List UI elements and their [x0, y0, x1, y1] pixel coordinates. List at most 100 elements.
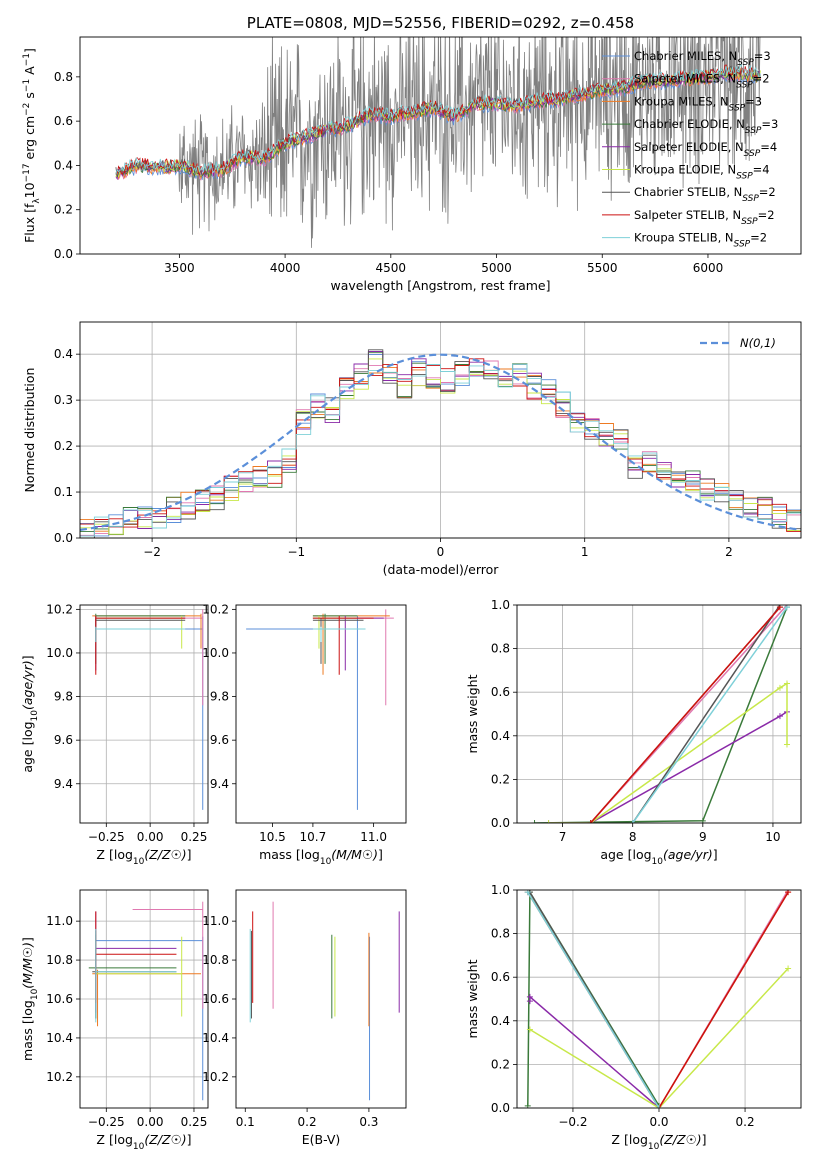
y-tick-label: 0.2	[54, 203, 73, 217]
axes-frame	[516, 604, 802, 824]
y-tick-label: 0.4	[491, 729, 510, 743]
weight-line-kroupa-elodie	[529, 967, 789, 1108]
y-tick-label: 10.0	[202, 646, 229, 660]
chart-title: PLATE=0808, MJD=52556, FIBERID=0292, z=0…	[247, 14, 634, 32]
weight-line-chabrier-elodie	[534, 606, 788, 823]
age-vs-metallicity-panel: −0.25 0.00 0.25 9.4 9.6 9.8 10.0 10.2 Z [log10(Z…	[20, 602, 209, 867]
y-tick-label: 9.4	[210, 777, 229, 791]
y-tick-label: 0.2	[491, 772, 510, 786]
weight-plot-area	[531, 605, 790, 823]
weight-marker-salpeter-stelib	[587, 820, 594, 823]
x-tick-label: 1	[581, 545, 589, 559]
y-tick-label: 11.0	[46, 914, 73, 928]
y-tick-label: 10.2	[202, 602, 229, 616]
x-tick-label: −0.25	[88, 1115, 125, 1129]
x-tick-label: 0.00	[137, 1115, 164, 1129]
x-tick-label: 10.7	[300, 830, 327, 844]
y-tick-label: 11.0	[202, 914, 229, 928]
x-tick-label: −0.25	[88, 830, 125, 844]
y-tick-label: 10.2	[46, 602, 73, 616]
errorbar-plot-area	[92, 609, 204, 810]
y-tick-label: 0.0	[54, 247, 73, 261]
residual-histogram-panel: −2 −1 0 1 2 0.0 0.1 0.2 0.3 0.4 (data-model)/error…	[22, 321, 802, 577]
y-tick-label: 0.4	[54, 347, 73, 361]
axes-frame	[79, 36, 802, 255]
y-tick-label: 0.0	[54, 531, 73, 545]
x-tick-label: −1	[287, 545, 305, 559]
y-tick-label: 0.6	[491, 970, 510, 984]
histogram-step-chabrier-stelib	[80, 349, 801, 538]
legend-entry: Kroupa MILES, NSSP=3	[634, 94, 762, 113]
age-vs-mass-panel: 10.5 10.7 11.0 9.4 9.6 9.8 10.0 10.2 mass [log10…	[202, 602, 407, 867]
y-tick-label: 0.2	[54, 439, 73, 453]
x-tick-label: 11.0	[360, 830, 387, 844]
y-tick-label: 10.0	[46, 646, 73, 660]
weight-plot-area	[524, 890, 792, 1108]
axes-frame	[235, 604, 407, 824]
gaussian-reference-curve	[80, 353, 801, 531]
weight-line-salpeter-elodie	[529, 995, 660, 1108]
axes-frame	[516, 889, 802, 1109]
x-axis-label: Z [log10(Z/Z☉)]	[611, 1132, 706, 1152]
x-axis-label: Z [log10(Z/Z☉)]	[96, 847, 191, 867]
y-tick-label: 0.8	[491, 642, 510, 656]
axes-frame	[79, 604, 209, 824]
y-tick-label: 0.0	[491, 816, 510, 830]
weight-marker-salpeter-elodie	[526, 993, 533, 1000]
y-tick-label: 0.8	[491, 927, 510, 941]
y-tick-label: 1.0	[491, 598, 510, 612]
errorbar-plot-area	[246, 609, 394, 810]
y-tick-label: 9.6	[210, 733, 229, 747]
weight-line-salpeter-stelib	[658, 891, 789, 1108]
histogram-step-kroupa-stelib	[80, 363, 801, 537]
weight-marker-kroupa-elodie	[785, 965, 792, 972]
legend-entry: Salpeter MILES, NSSP=2	[634, 72, 770, 91]
y-axis-label: mass weight	[465, 959, 480, 1038]
weight-line-kroupa-elodie	[548, 682, 788, 823]
errorbar-plot-area	[88, 901, 204, 1101]
y-tick-label: 10.8	[46, 953, 73, 967]
spectrum-plot-area	[115, 37, 761, 248]
legend-entry: Chabrier MILES, NSSP=3	[634, 49, 771, 68]
histogram-plot-area	[80, 349, 801, 538]
axes-frame	[235, 889, 407, 1109]
y-tick-label: 0.2	[491, 1057, 510, 1071]
x-axis-label: Z [log10(Z/Z☉)]	[96, 1132, 191, 1152]
y-tick-label: 9.4	[54, 777, 73, 791]
y-tick-label: 10.2	[46, 1070, 73, 1084]
y-tick-label: 0.6	[491, 685, 510, 699]
legend-entry: Kroupa ELODIE, NSSP=4	[634, 163, 770, 182]
weight-marker-kroupa-elodie	[783, 680, 790, 687]
y-tick-label: 10.6	[202, 992, 229, 1006]
weight-line-salpeter-stelib	[590, 606, 781, 823]
x-tick-label: 0.1	[236, 1115, 255, 1129]
y-tick-label: 9.6	[54, 733, 73, 747]
y-tick-label: 0.3	[54, 393, 73, 407]
axes-frame	[79, 889, 209, 1109]
weight-marker-chabrier-elodie	[531, 820, 538, 823]
weight-vs-age-panel: 7 8 9 10 0.0 0.2 0.4 0.6 0.8 1.0 age [log10(age/yr…	[465, 598, 802, 867]
x-tick-label: 10.5	[259, 830, 286, 844]
y-tick-label: 1.0	[491, 883, 510, 897]
y-tick-label: 0.4	[491, 1014, 510, 1028]
x-tick-label: −0.2	[558, 1115, 587, 1129]
x-tick-label: 6000	[693, 261, 724, 275]
y-tick-label: 9.8	[210, 690, 229, 704]
weight-line-chabrier-stelib	[632, 605, 781, 823]
y-axis-label: Flux [fλ10−17 erg cm−2 s−1 A−1]	[22, 48, 42, 243]
x-tick-label: 9	[699, 830, 707, 844]
x-tick-label: 0.00	[137, 830, 164, 844]
x-tick-label: 3500	[164, 261, 195, 275]
x-tick-label: 4500	[376, 261, 407, 275]
y-axis-label: mass [log10(M/M☉)]	[20, 937, 40, 1061]
x-tick-label: 2	[725, 545, 733, 559]
x-tick-label: 0.2	[298, 1115, 317, 1129]
x-tick-label: 0	[437, 545, 445, 559]
weight-marker-salpeter-elodie	[776, 713, 783, 720]
mass-vs-metallicity-panel: −0.25 0.00 0.25 10.2 10.4 10.6 10.8 11.0 Z [log1…	[20, 889, 209, 1152]
weight-vs-metallicity-panel: −0.2 0.0 0.2 0.0 0.2 0.4 0.6 0.8 1.0 Z [log10(Z/Z…	[465, 883, 802, 1152]
x-tick-label: 0.25	[181, 1115, 208, 1129]
y-tick-label: 0.4	[54, 158, 73, 172]
x-tick-label: 8	[629, 830, 637, 844]
